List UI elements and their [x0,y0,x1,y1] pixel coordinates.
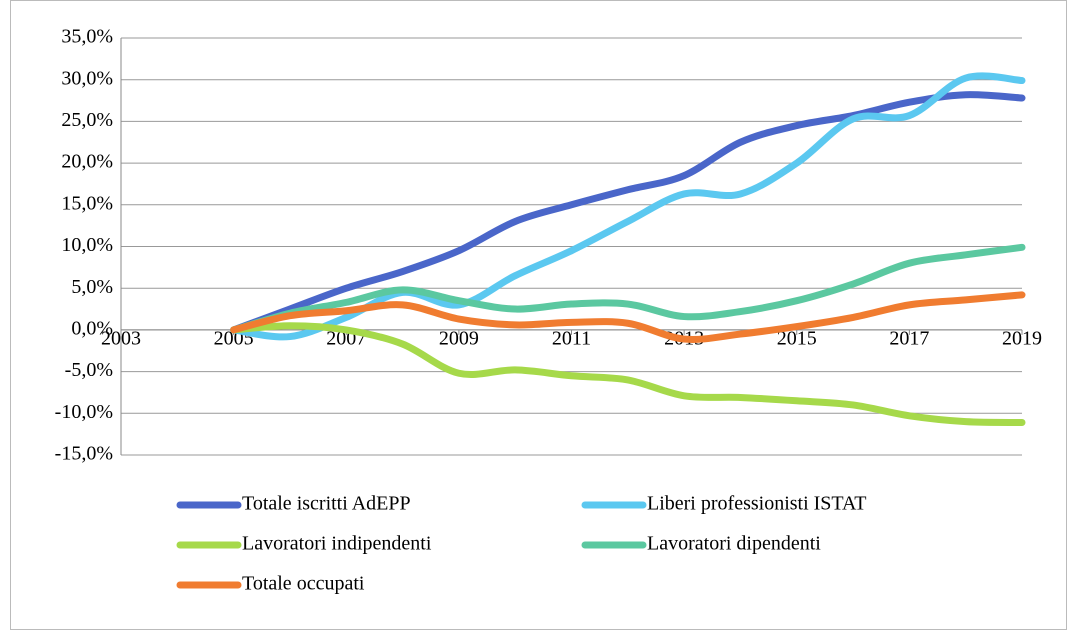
y-tick-label: 25,0% [61,109,113,131]
legend-label: Totale iscritti AdEPP [242,493,411,515]
legend-label: Lavoratori dipendenti [647,533,821,555]
chart-frame [10,0,1067,630]
x-tick-label: 2009 [439,327,479,349]
series-line [230,91,1026,334]
legend-label: Liberi professionisti ISTAT [647,493,866,515]
series-line [230,243,1026,334]
x-tick-label: 2003 [101,327,141,349]
x-tick-label: 2015 [777,327,817,349]
x-tick-label: 2019 [1002,327,1042,349]
y-tick-label: -15,0% [55,443,113,465]
y-tick-label: 30,0% [61,67,113,89]
series-line [230,291,1026,343]
y-tick-label: 15,0% [61,192,113,214]
series-line [230,322,1026,426]
y-tick-label: 5,0% [71,276,113,298]
y-tick-label: 35,0% [61,26,113,48]
y-tick-label: -5,0% [65,359,113,381]
y-tick-label: 0,0% [71,317,113,339]
x-tick-label: 2017 [889,327,929,349]
legend-label: Lavoratori indipendenti [242,533,432,555]
y-tick-label: -10,0% [55,401,113,423]
y-tick-label: 10,0% [61,234,113,256]
legend-label: Totale occupati [242,573,365,595]
y-tick-label: 20,0% [61,151,113,173]
x-tick-label: 2011 [552,327,591,349]
